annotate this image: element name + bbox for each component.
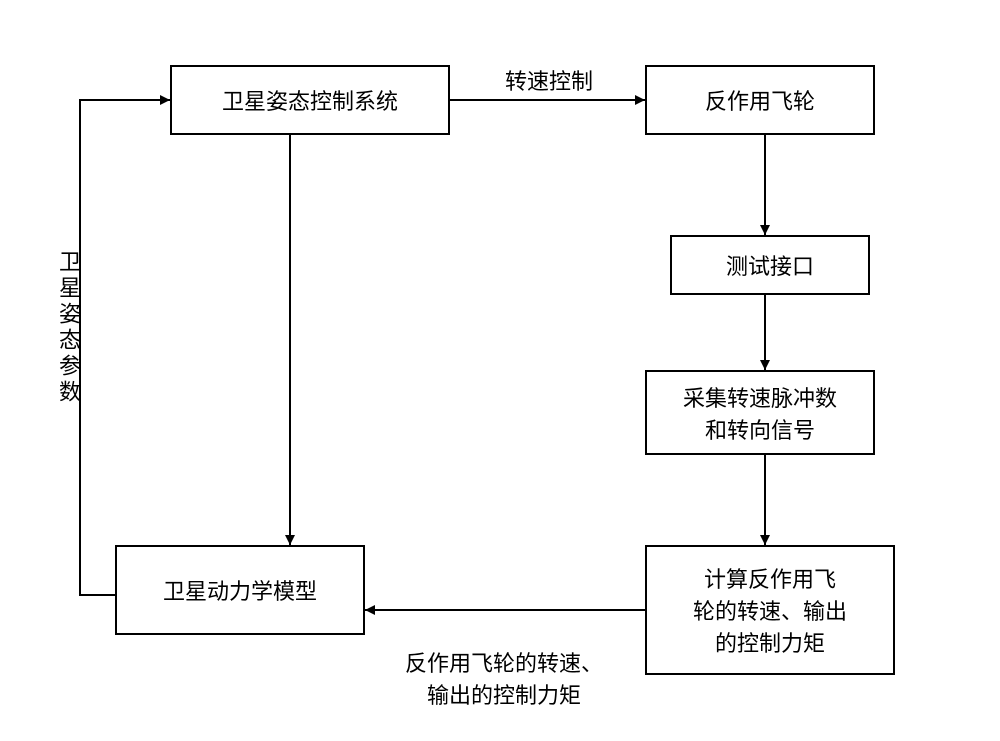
node-label: 卫星动力学模型 xyxy=(163,574,317,606)
node-label: 反作用飞轮 xyxy=(705,84,815,116)
node-reaction-wheel: 反作用飞轮 xyxy=(645,65,875,135)
flowchart-canvas: 卫星姿态控制系统 反作用飞轮 测试接口 采集转速脉冲数 和转向信号 计算反作用飞… xyxy=(0,0,1000,741)
node-label: 采集转速脉冲数 和转向信号 xyxy=(683,381,837,445)
node-test-interface: 测试接口 xyxy=(670,235,870,295)
edge-label-torque-feedback: 反作用飞轮的转速、 输出的控制力矩 xyxy=(405,620,603,710)
node-compute-torque: 计算反作用飞 轮的转速、输出 的控制力矩 xyxy=(645,545,895,675)
node-attitude-control: 卫星姿态控制系统 xyxy=(170,65,450,135)
node-label: 测试接口 xyxy=(726,249,814,281)
node-collect-signals: 采集转速脉冲数 和转向信号 xyxy=(645,370,875,455)
edge-label-attitude-params: 卫星姿态参数 xyxy=(52,250,84,406)
node-label: 卫星姿态控制系统 xyxy=(222,84,398,116)
edge-label-speed-control: 转速控制 xyxy=(505,38,593,96)
node-dynamics-model: 卫星动力学模型 xyxy=(115,545,365,635)
node-label: 计算反作用飞 轮的转速、输出 的控制力矩 xyxy=(693,562,847,658)
